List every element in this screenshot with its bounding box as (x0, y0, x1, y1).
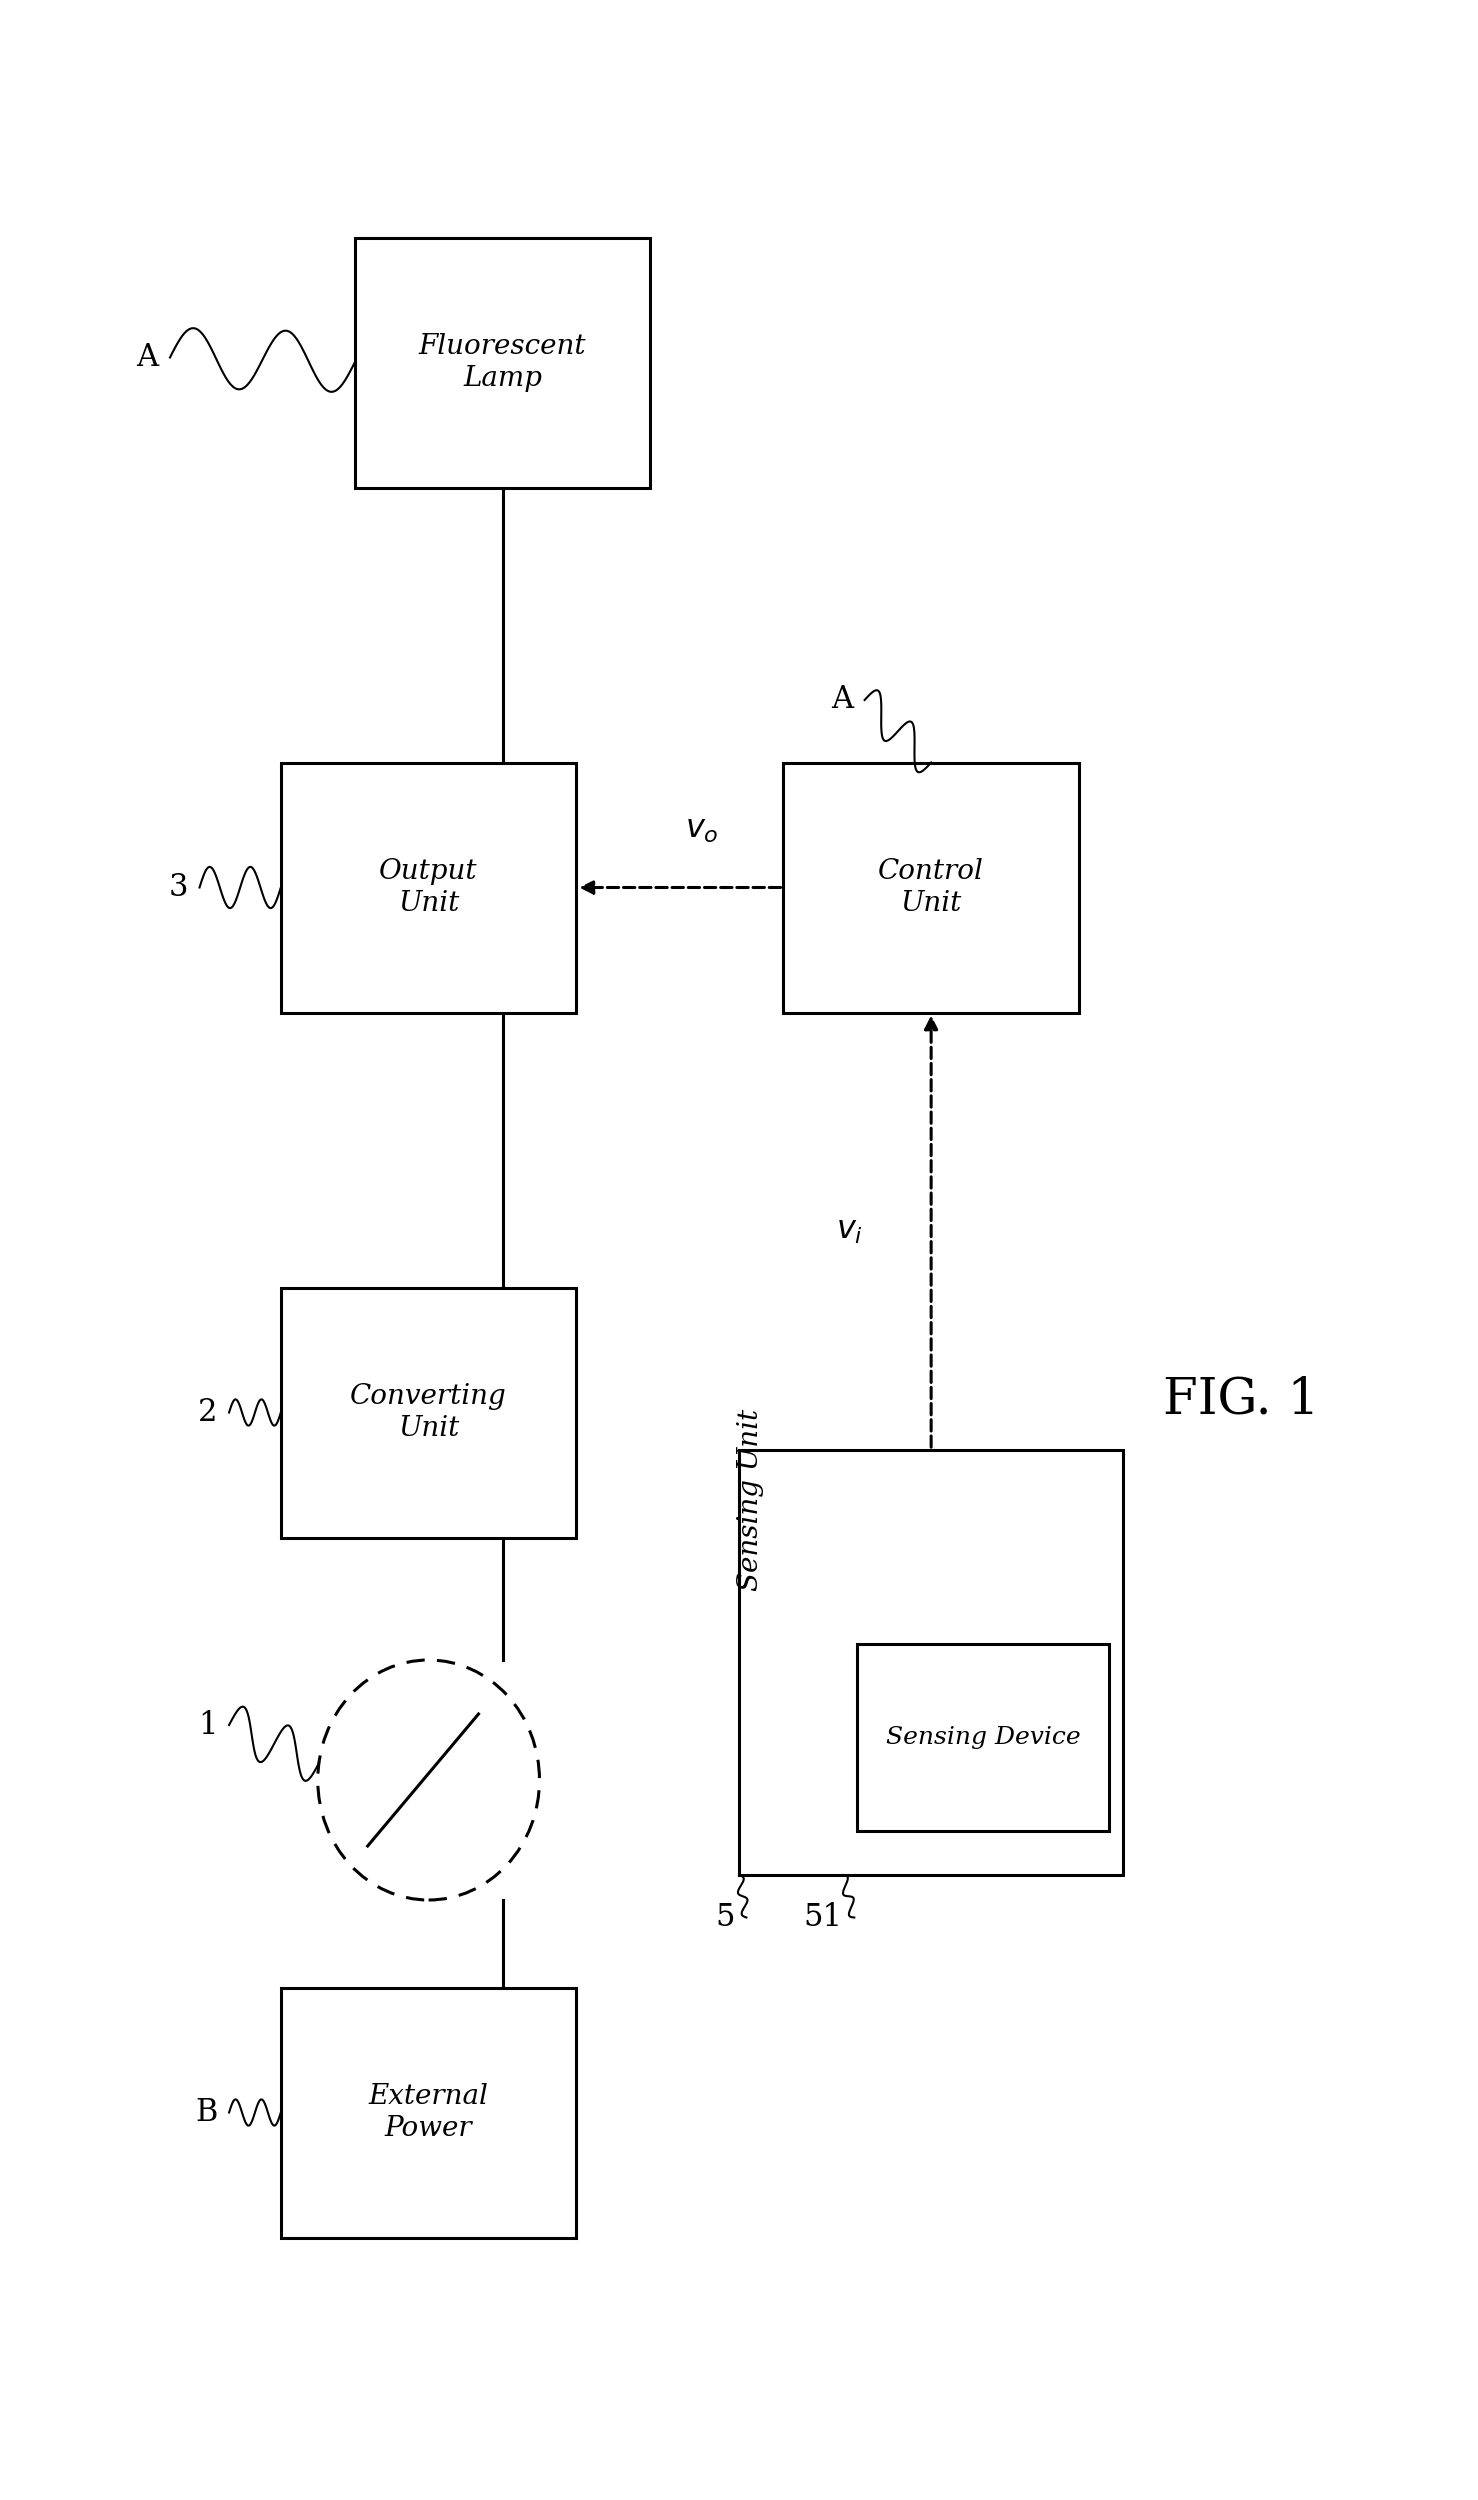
Bar (355, 238, 650, 488)
Text: A: A (831, 685, 853, 715)
Text: Converting
Unit: Converting Unit (350, 1383, 507, 1442)
Text: 5: 5 (715, 1902, 735, 1932)
Text: $v_i$: $v_i$ (837, 1215, 863, 1245)
Text: Sensing Device: Sensing Device (885, 1725, 1080, 1750)
Bar (857, 1645, 1108, 1830)
Text: 2: 2 (198, 1398, 217, 1428)
Bar (739, 1450, 1123, 1875)
Bar (281, 1288, 576, 1538)
Text: 51: 51 (804, 1902, 842, 1932)
Bar (783, 762, 1079, 1013)
Bar (281, 1988, 576, 2238)
Text: 3: 3 (168, 872, 188, 902)
Text: Sensing Unit: Sensing Unit (738, 1410, 764, 1590)
Text: Fluorescent
Lamp: Fluorescent Lamp (418, 332, 587, 392)
Text: $v_o$: $v_o$ (686, 815, 718, 845)
Text: FIG. 1: FIG. 1 (1163, 1375, 1320, 1425)
Text: Output
Unit: Output Unit (380, 858, 477, 918)
Text: 1: 1 (198, 1710, 217, 1740)
Text: B: B (195, 2098, 217, 2128)
Text: External
Power: External Power (368, 2082, 489, 2142)
Bar (281, 762, 576, 1013)
Text: A: A (136, 342, 158, 372)
Text: Control
Unit: Control Unit (878, 858, 984, 918)
